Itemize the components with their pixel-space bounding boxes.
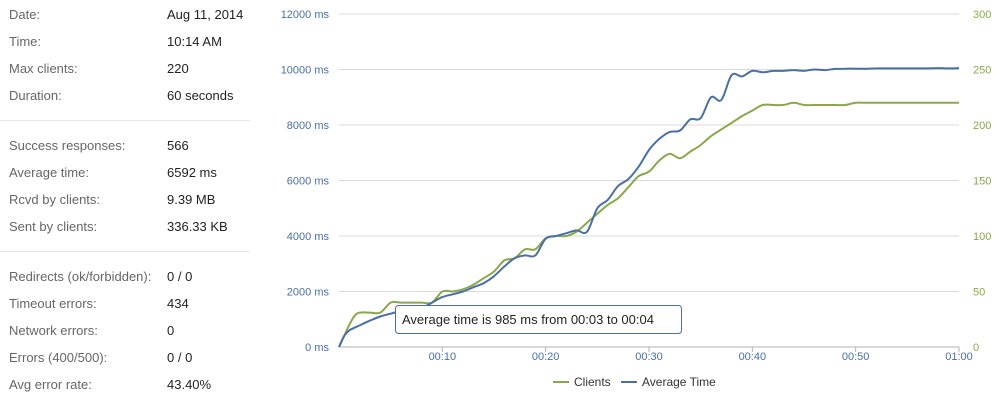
response-stat-row: Rcvd by clients: 9.39 MB bbox=[0, 186, 250, 213]
error-stat-row: Redirects (ok/forbidden): 0 / 0 bbox=[0, 263, 250, 290]
response-stat-row: Sent by clients: 336.33 KB bbox=[0, 213, 250, 240]
tooltip: Average time is 985 ms from 00:03 to 00:… bbox=[395, 305, 682, 334]
response-stat-value: 336.33 KB bbox=[167, 219, 228, 234]
error-stat-label: Network errors: bbox=[9, 323, 98, 338]
response-stats-group: Success responses: 566 Average time: 6592 m… bbox=[0, 132, 250, 252]
load-test-chart: 0 ms 2000 ms 4000 ms 6000 ms 8000 ms 10000 ms… bbox=[281, 9, 992, 389]
y-left-tick-label: 10000 ms bbox=[281, 65, 330, 77]
y-left-tick-label: 4000 ms bbox=[287, 231, 330, 243]
x-tick-label: 00:50 bbox=[842, 351, 870, 363]
error-stat-label: Errors (400/500): bbox=[9, 350, 108, 365]
general-stat-row: Duration: 60 seconds bbox=[0, 82, 250, 109]
y-right-tick-label: 200 bbox=[973, 120, 991, 132]
general-stat-value: 60 seconds bbox=[167, 88, 234, 103]
general-stat-row: Max clients: 220 bbox=[0, 55, 250, 82]
general-stat-value: Aug 11, 2014 bbox=[167, 7, 244, 22]
error-stat-value: 0 / 0 bbox=[167, 269, 193, 284]
y-left-tick-label: 0 ms bbox=[305, 342, 329, 354]
y-right-tick-label: 300 bbox=[973, 9, 991, 21]
response-stat-row: Success responses: 566 bbox=[0, 132, 250, 159]
x-tick-label: 00:10 bbox=[429, 351, 457, 363]
general-stat-label: Max clients: bbox=[9, 61, 78, 76]
tooltip-text: Average time is 985 ms from 00:03 to 00:… bbox=[402, 312, 654, 327]
legend-label: Clients bbox=[574, 375, 611, 389]
error-stat-label: Redirects (ok/forbidden): bbox=[9, 269, 152, 284]
y-left-tick-label: 2000 ms bbox=[287, 287, 330, 299]
series-line-clients bbox=[338, 101, 959, 348]
tooltip-box bbox=[395, 305, 682, 334]
general-stat-label: Time: bbox=[9, 34, 42, 49]
response-stat-value: 9.39 MB bbox=[167, 192, 216, 207]
y-left-tick-label: 8000 ms bbox=[287, 120, 330, 132]
general-stat-label: Date: bbox=[9, 7, 41, 22]
general-stat-value: 220 bbox=[167, 61, 189, 76]
error-stat-value: 0 / 0 bbox=[167, 350, 193, 365]
y-left-tick-label: 12000 ms bbox=[281, 9, 330, 21]
legend: Clients Average Time bbox=[553, 375, 716, 389]
error-stat-row: Network errors: 0 bbox=[0, 317, 250, 344]
x-tick-label: 01:00 bbox=[945, 351, 973, 363]
response-stat-row: Average time: 6592 ms bbox=[0, 159, 250, 186]
error-stat-row: Errors (400/500): 0 / 0 bbox=[0, 344, 250, 371]
response-stat-label: Rcvd by clients: bbox=[9, 192, 101, 207]
response-stat-label: Sent by clients: bbox=[9, 219, 98, 234]
legend-label: Average Time bbox=[642, 375, 716, 389]
y-left-tick-label: 6000 ms bbox=[287, 176, 330, 188]
y-right-tick-label: 100 bbox=[973, 231, 991, 243]
response-stat-label: Success responses: bbox=[9, 138, 126, 153]
error-stat-label: Timeout errors: bbox=[9, 296, 97, 311]
general-stat-value: 10:14 AM bbox=[167, 34, 222, 49]
x-tick-label: 00:30 bbox=[635, 351, 663, 363]
general-stats-group: Date: Aug 11, 2014 Time: 10:14 AM Max client… bbox=[0, 1, 250, 121]
y-right-tick-label: 0 bbox=[973, 342, 979, 354]
error-stat-label: Avg error rate: bbox=[9, 377, 92, 392]
general-stat-label: Duration: bbox=[9, 88, 62, 103]
error-stat-row: Avg error rate: 43.40% bbox=[0, 371, 250, 398]
general-stat-row: Date: Aug 11, 2014 bbox=[0, 1, 250, 28]
error-stat-row: Timeout errors: 434 bbox=[0, 290, 250, 317]
y-right-tick-label: 250 bbox=[973, 65, 991, 77]
y-right-tick-label: 150 bbox=[973, 176, 991, 188]
x-tick-label: 00:20 bbox=[532, 351, 560, 363]
response-stat-label: Average time: bbox=[9, 165, 89, 180]
general-stat-row: Time: 10:14 AM bbox=[0, 28, 250, 55]
error-stat-value: 434 bbox=[167, 296, 189, 311]
x-tick-label: 00:40 bbox=[739, 351, 767, 363]
error-stat-value: 43.40% bbox=[167, 377, 212, 392]
response-stat-value: 6592 ms bbox=[167, 165, 217, 180]
error-stat-value: 0 bbox=[167, 323, 175, 338]
error-stats-group: Redirects (ok/forbidden): 0 / 0 Timeout er… bbox=[0, 263, 250, 406]
series-line-average-time bbox=[338, 67, 960, 348]
response-stat-value: 566 bbox=[167, 138, 189, 153]
y-right-tick-label: 50 bbox=[973, 287, 985, 299]
